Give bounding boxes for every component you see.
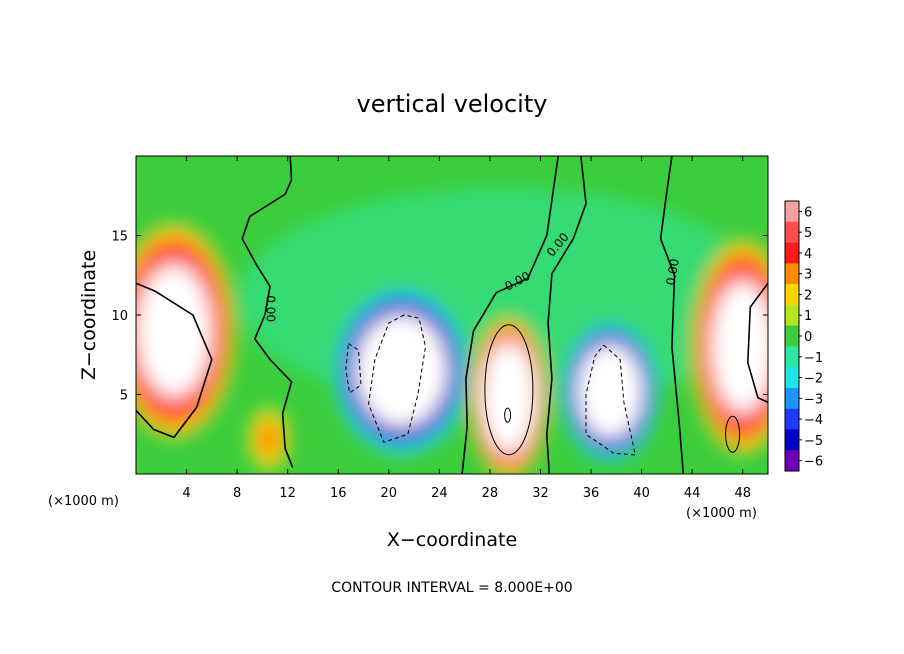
colorbar-label: 0	[804, 330, 812, 345]
colorbar-label: 3	[804, 268, 812, 283]
x-unit-left: (×1000 m)	[48, 494, 119, 509]
colorbar-swatch	[785, 346, 799, 368]
chart-title: vertical velocity	[357, 90, 548, 118]
colorbar-swatch	[785, 304, 799, 326]
feature-updraft-5	[689, 235, 768, 459]
y-axis-ticks: 5 10 15	[111, 230, 768, 404]
contour-updraft-peak	[504, 407, 512, 423]
contour-left-updraft	[136, 282, 213, 439]
contour-interval-note: CONTOUR INTERVAL = 8.000E+00	[331, 580, 572, 596]
colorbar-swatch	[785, 221, 799, 243]
colorbar-swatch	[785, 450, 799, 472]
colorbar-label: 4	[804, 247, 812, 262]
feature-downdraft-2	[330, 283, 473, 459]
contour-zero-left	[241, 156, 294, 468]
contour-label: 0.00	[663, 258, 681, 287]
contour-right-updraft	[746, 282, 768, 404]
x-tick-label: 24	[431, 486, 448, 501]
x-tick-label: 28	[482, 486, 499, 501]
colorbar-swatch	[785, 387, 799, 409]
feature-updraft-1	[136, 219, 238, 443]
colorbar-label: −1	[804, 351, 823, 366]
x-tick-label: 16	[330, 486, 347, 501]
colorbar-label: 1	[804, 309, 812, 324]
contour-right-small	[725, 415, 741, 453]
y-tick-label: 5	[120, 389, 128, 404]
x-tick-label: 20	[381, 486, 398, 501]
y-tick-label: 15	[111, 230, 128, 245]
colorbar-swatch	[785, 325, 799, 347]
x-tick-label: 4	[182, 486, 190, 501]
contour-zero-center	[461, 156, 559, 474]
feature-downdraft-4	[559, 318, 661, 465]
colorbar-swatch	[785, 429, 799, 451]
colorbar-label: −3	[804, 392, 823, 407]
colorbar-label: −4	[804, 413, 823, 428]
colorbar-label: −6	[804, 455, 823, 470]
colorbar-label: 6	[804, 205, 812, 220]
y-tick-label: 10	[111, 309, 128, 324]
contour-zero-far-right	[659, 156, 685, 474]
colorbar-swatch	[785, 408, 799, 430]
contour-lines: 0.000.000.000.00	[136, 156, 768, 474]
x-axis-label: X−coordinate	[387, 529, 517, 551]
x-tick-label: 12	[279, 486, 296, 501]
x-tick-label: 40	[633, 486, 650, 501]
y-axis-label: Z−coordinate	[78, 250, 100, 380]
x-tick-label: 36	[583, 486, 600, 501]
contour-zero-right	[545, 156, 587, 474]
x-tick-label: 48	[734, 486, 751, 501]
colorbar-swatch	[785, 367, 799, 389]
contour-label: 0.00	[263, 295, 277, 322]
x-tick-label: 44	[684, 486, 701, 501]
x-unit-right: (×1000 m)	[686, 506, 757, 521]
colorbar-swatch	[785, 242, 799, 264]
colorbar-swatch	[785, 201, 799, 223]
contour-downdraft-center	[368, 314, 427, 443]
x-tick-label: 8	[233, 486, 241, 501]
contour-downdraft-right	[585, 344, 636, 456]
feature-updraft-3	[468, 313, 550, 474]
heatmap-field	[136, 156, 768, 474]
colorbar-swatch	[785, 263, 799, 285]
contour-updraft-core	[484, 324, 534, 456]
colorbar: 6 5 4 3 2 1 0 −1 −2 −3 −4 −5 −6	[784, 200, 823, 472]
x-axis-ticks: 4 8 12 16 20 24 28 32 36 40 44 48	[182, 156, 751, 501]
colorbar-swatch	[785, 284, 799, 306]
colorbar-label: −5	[804, 434, 823, 449]
contour-downdraft-left-lobe	[345, 343, 362, 394]
colorbar-label: −2	[804, 372, 823, 387]
x-tick-label: 32	[532, 486, 549, 501]
feature-updraft-6	[245, 404, 292, 474]
colorbar-label: 2	[804, 288, 812, 303]
colorbar-label: 5	[804, 226, 812, 241]
